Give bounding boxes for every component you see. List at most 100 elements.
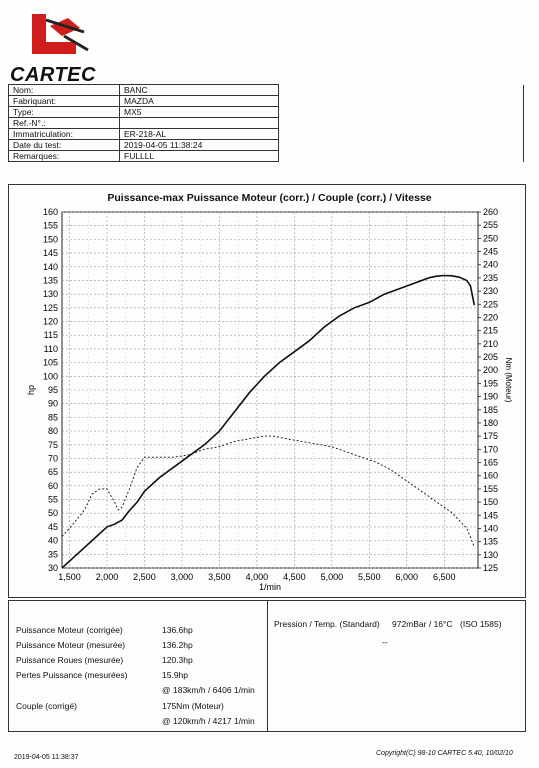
cartec-logo: CARTEC xyxy=(6,6,96,86)
x-tick-label: 3,500 xyxy=(208,572,231,582)
y-right-tick-label: 175 xyxy=(483,431,498,441)
chart-title: Puissance-max Puissance Moteur (corr.) /… xyxy=(107,192,432,204)
results-left xyxy=(9,601,268,731)
result-label: Couple (corrigé) xyxy=(16,701,77,711)
y-right-tick-label: 240 xyxy=(483,260,498,270)
torque-curve-line xyxy=(61,435,475,548)
power-curve-line xyxy=(61,274,476,569)
y-right-tick-label: 130 xyxy=(483,550,498,560)
result-label: Puissance Moteur (corrigée) xyxy=(16,625,123,635)
y-right-tick-label: 235 xyxy=(483,273,498,283)
info-spacer xyxy=(278,84,524,96)
info-spacer xyxy=(278,106,524,118)
y-right-tick-label: 185 xyxy=(483,405,498,415)
y-right-tick-label: 190 xyxy=(483,392,498,402)
result-value: 175Nm (Moteur) xyxy=(162,701,224,711)
y-left-tick-label: 40 xyxy=(48,536,58,546)
y-right-tick-label: 155 xyxy=(483,484,498,494)
result-value: 136.6hp xyxy=(162,625,193,635)
y-right-tick-label: 250 xyxy=(483,233,498,243)
x-tick-label: 6,500 xyxy=(433,572,456,582)
y-right-tick-label: 215 xyxy=(483,326,498,336)
y-left-tick-label: 155 xyxy=(43,221,58,231)
y-right-tick-label: 200 xyxy=(483,365,498,375)
y-left-tick-label: 150 xyxy=(43,234,58,244)
result-label: Puissance Roues (mesurée) xyxy=(16,655,124,665)
x-tick-label: 2,500 xyxy=(133,572,156,582)
y-right-axis-label: Nm (Moteur) xyxy=(504,358,513,403)
footer-copyright: Copyright(C) 98-10 CARTEC 5.40, 10/02/10 xyxy=(376,750,513,757)
y-left-tick-label: 35 xyxy=(48,549,58,559)
info-value: FULLLL xyxy=(119,150,279,162)
y-right-tick-label: 165 xyxy=(483,458,498,468)
y-right-tick-label: 205 xyxy=(483,352,498,362)
x-tick-label: 1,500 xyxy=(58,572,81,582)
y-right-tick-label: 230 xyxy=(483,286,498,296)
y-left-tick-label: 75 xyxy=(48,440,58,450)
y-left-tick-label: 45 xyxy=(48,522,58,532)
result-value: @ 183km/h / 6406 1/min xyxy=(162,685,255,695)
y-right-tick-label: 210 xyxy=(483,339,498,349)
y-left-tick-label: 110 xyxy=(44,344,58,354)
info-spacer xyxy=(278,128,524,140)
info-spacer xyxy=(278,139,524,151)
y-left-tick-label: 135 xyxy=(43,275,58,285)
y-left-tick-label: 160 xyxy=(43,207,58,217)
cartec-logo-text: CARTEC xyxy=(10,64,96,86)
result-value: 120.3hp xyxy=(162,655,193,665)
y-left-tick-label: 30 xyxy=(48,563,58,573)
results-panel xyxy=(8,600,526,732)
y-left-tick-label: 65 xyxy=(48,467,58,477)
y-left-tick-label: 95 xyxy=(48,385,58,395)
y-right-tick-label: 195 xyxy=(483,378,498,388)
result-value: @ 120km/h / 4217 1/min xyxy=(162,716,255,726)
cartec-logo-mark-icon xyxy=(32,14,89,54)
info-spacer xyxy=(278,117,524,129)
y-right-tick-label: 180 xyxy=(483,418,498,428)
y-left-tick-label: 70 xyxy=(48,453,58,463)
x-tick-label: 6,000 xyxy=(396,572,419,582)
y-left-tick-label: 105 xyxy=(43,358,58,368)
y-right-tick-label: 255 xyxy=(483,220,498,230)
info-spacer xyxy=(278,95,524,107)
result-label: Puissance Moteur (mesurée) xyxy=(16,640,126,650)
x-axis-label: 1/min xyxy=(259,582,281,592)
x-tick-label: 4,500 xyxy=(283,572,306,582)
y-left-tick-label: 50 xyxy=(48,508,58,518)
y-left-tick-label: 90 xyxy=(48,399,58,409)
y-right-tick-label: 145 xyxy=(483,510,498,520)
y-right-tick-label: 125 xyxy=(483,563,498,573)
dyno-chart: 30 35 40 45 50 55 60 65 70 75 80 85 90 95 100 105 110 115… xyxy=(26,207,513,592)
y-left-tick-label: 55 xyxy=(48,495,58,505)
y-left-tick-label: 145 xyxy=(43,248,58,258)
footer-date: 2019-04-05 11:38:37 xyxy=(14,754,79,761)
y-right-tick-label: 220 xyxy=(483,312,498,322)
x-tick-label: 5,500 xyxy=(358,572,381,582)
y-left-tick-label: 120 xyxy=(43,317,58,327)
x-tick-label: 5,000 xyxy=(321,572,344,582)
y-right-tick-label: 260 xyxy=(483,207,498,217)
chart-frame xyxy=(8,184,526,598)
y-left-tick-label: 140 xyxy=(43,262,58,272)
y-right-tick-label: 245 xyxy=(483,247,498,257)
y-right-tick-label: 160 xyxy=(483,471,498,481)
pressure-value: 972mBar / 16°C xyxy=(392,619,453,629)
x-tick-label: 4,000 xyxy=(246,572,269,582)
y-left-tick-label: 130 xyxy=(43,289,58,299)
standard-label: (ISO 1585) xyxy=(460,619,502,629)
pressure-extra: -- xyxy=(382,637,388,647)
pressure-label: Pression / Temp. (Standard) xyxy=(274,619,380,629)
y-right-tick-label: 135 xyxy=(483,537,498,547)
info-row: Immatriculation: ER-218-AL xyxy=(8,128,524,140)
y-right-tick-label: 150 xyxy=(483,497,498,507)
x-tick-label: 2,000 xyxy=(96,572,119,582)
result-value: 15.9hp xyxy=(162,670,188,680)
y-left-tick-label: 60 xyxy=(48,481,58,491)
result-value: 136.2hp xyxy=(162,640,193,650)
y-right-tick-label: 170 xyxy=(483,444,498,454)
x-tick-label: 3,000 xyxy=(171,572,194,582)
y-right-tick-label: 140 xyxy=(483,523,498,533)
y-left-tick-label: 85 xyxy=(48,412,58,422)
y-left-axis-label: hp xyxy=(26,385,36,395)
vehicle-info-table: Nom: BANC Fabriquant: MAZDA Type: MX5 Ref.-N°.… xyxy=(8,84,524,162)
